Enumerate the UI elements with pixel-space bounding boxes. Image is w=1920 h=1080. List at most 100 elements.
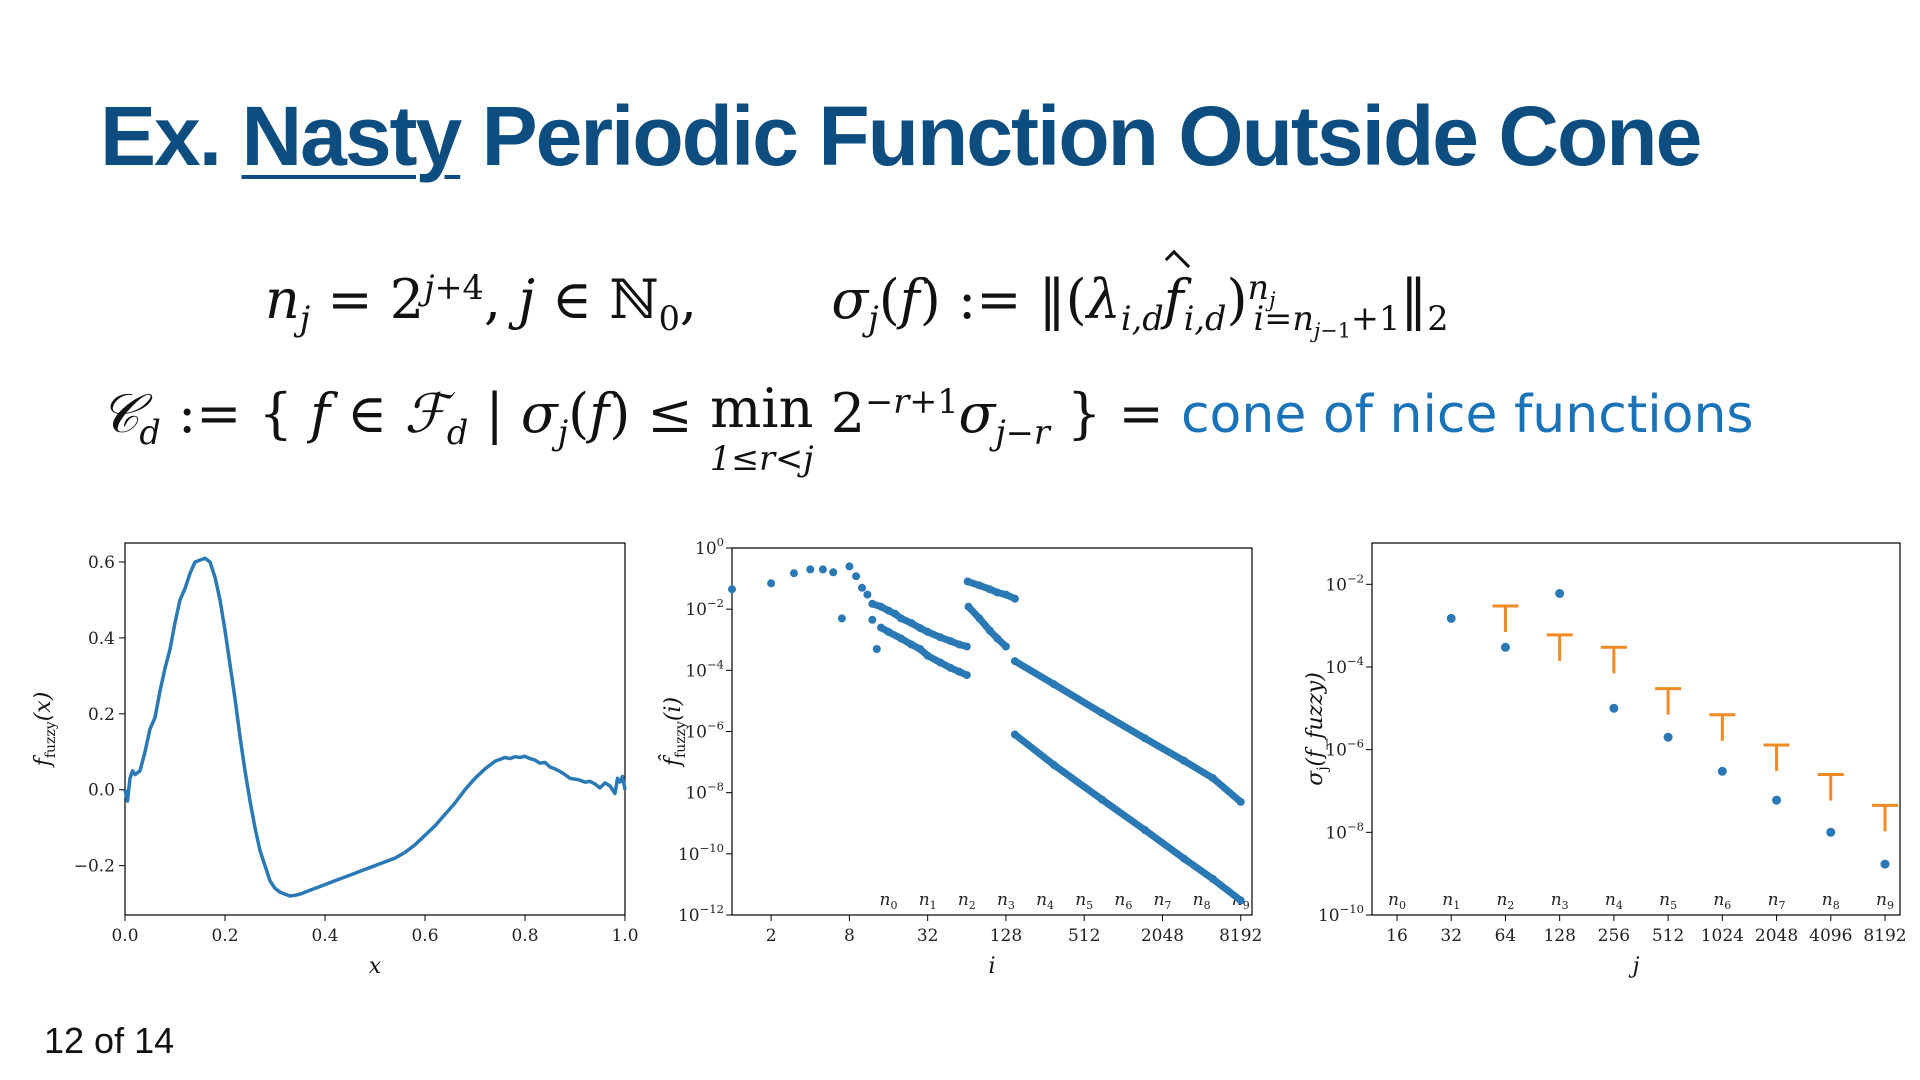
plot3-xtick-label: 1024: [1701, 926, 1744, 946]
plot3-xlabel: j: [1628, 954, 1640, 979]
plot1-xtick-label: 0.6: [411, 926, 438, 946]
plot3-ytick-label: 10−10: [1318, 902, 1364, 926]
plot2-point-band: [955, 641, 971, 650]
plot2-point: [868, 615, 877, 624]
plot1-xtick-label: 0.4: [311, 926, 338, 946]
cone-label: cone of nice functions: [1180, 385, 1754, 445]
plot3-xtick-label: 256: [1598, 926, 1630, 946]
plot1-xtick-label: 0.2: [211, 926, 238, 946]
plot3-xtick-label: 128: [1543, 926, 1575, 946]
plot3-annotation: n3: [1551, 890, 1569, 912]
plot2-point-band: [1209, 774, 1245, 806]
plot3-xtick-label: 64: [1495, 926, 1517, 946]
plot1-ytick-label: 0.2: [88, 705, 115, 725]
plot1-ytick-label: 0.0: [88, 781, 115, 801]
plot-function-svg: 0.0 0.2 0.4 0.6 0.8 1.0 −0.2 0.0 0.2 0.4 0.6 x ffuzz…: [31, 542, 639, 979]
plot-function: 0.0 0.2 0.4 0.6 0.8 1.0 −0.2 0.0 0.2 0.4 0.6 x ffuzz…: [0, 530, 640, 990]
plot3-xtick-label: 8192: [1863, 926, 1906, 946]
plot3-xtick-label: 512: [1652, 926, 1684, 946]
plot2-ytick-label: 10−4: [685, 657, 724, 681]
plot2-annotation: n6: [1114, 890, 1132, 912]
plot2-annotation: n5: [1075, 890, 1093, 912]
plot2-xtick-label: 8: [844, 926, 855, 946]
plot2-ytick-label: 10−2: [685, 596, 724, 620]
plot2-ytick-label: 10−12: [678, 902, 724, 926]
plot3-ytick-label: 10−2: [1325, 571, 1364, 595]
slide-title: Ex. Nasty Periodic Function Outside Cone: [100, 88, 1703, 185]
plot3-point: [1555, 589, 1565, 598]
plot2-point-band: [1002, 591, 1019, 603]
plot3-ytick-label: 10−8: [1325, 819, 1364, 843]
plot2-point-band: [1180, 855, 1217, 883]
plot3-xtick-label: 4096: [1809, 926, 1852, 946]
plot3-ytick-label: 10−4: [1325, 654, 1364, 678]
plot2-point: [863, 590, 872, 599]
plot2-point-band: [1209, 875, 1245, 904]
plot3-annotation: n5: [1659, 890, 1677, 912]
plot2-xtick-label: 128: [990, 926, 1022, 946]
plot2-annotation: n4: [1036, 890, 1054, 912]
plot2-point-band: [1141, 734, 1188, 765]
plot2-ytick-label: 10−10: [678, 841, 724, 865]
plot-sigma: 16 n0 32 n1 64 n2 128 n3 256 n4 512 n5 1024 n6 2048 n7 4…: [1280, 530, 1920, 990]
plot2-point-band: [1141, 826, 1188, 863]
plot3-annotation: n0: [1388, 890, 1406, 912]
plot2-annotation: n7: [1153, 890, 1171, 912]
plot2-ytick-label: 10−6: [685, 719, 724, 743]
formula-nj-definition: nj = 2j+4, j ∈ ℕ0,: [265, 268, 698, 338]
plot2-point-band: [1050, 761, 1106, 803]
formula-sigma-definition: σj(f) := ‖(λi,dfi,d)nji=nj−1+1‖2: [831, 268, 1449, 343]
plot1-frame: [124, 542, 626, 916]
plot2-xtick-label: 512: [1068, 926, 1100, 946]
plot2-xtick-label: 2048: [1141, 926, 1184, 946]
plot2-point: [790, 569, 798, 578]
plot-coefficients: 2 8 32 128 512 2048 8192 100 10−2 10−4 10−6 10−8 10−…: [640, 530, 1280, 990]
plot2-annotation: n2: [958, 890, 976, 912]
plot2-point: [818, 565, 827, 574]
plot2-point: [806, 565, 815, 574]
plot2-point: [767, 579, 776, 588]
plot3-annotation: n2: [1496, 890, 1514, 912]
formula-line-2: 𝒞d := { f ∈ ℱd | σj(f) ≤ min 1≤r<j 2−r+1σ…: [100, 377, 1754, 478]
plot3-point: [1446, 613, 1456, 623]
plot3-point: [1772, 795, 1782, 805]
plot3-point: [1826, 827, 1836, 837]
formula-cone-definition: 𝒞d := { f ∈ ℱd | σj(f) ≤ min 1≤r<j 2−r+1σ…: [100, 377, 1164, 478]
plot3-frame: [1371, 542, 1901, 916]
plot2-point: [858, 583, 866, 592]
plot1-ylabel: ffuzzy(x): [31, 692, 59, 769]
page-number: 12 of 14: [44, 1020, 175, 1061]
title-suffix: Periodic Function Outside Cone: [481, 89, 1703, 183]
title-prefix: Ex.: [100, 89, 222, 183]
plot3-annotation: n1: [1442, 890, 1460, 912]
plot2-point-band: [1098, 796, 1149, 834]
plot3-point: [1880, 859, 1890, 869]
plot2-point: [837, 614, 846, 623]
plot3-ylabel: σj(f_fuzzy): [1303, 672, 1331, 786]
plot3-ytick-label: 10−6: [1325, 737, 1364, 761]
plot1-xtick-label: 0.8: [511, 926, 538, 946]
plot3-xtick-label: 32: [1440, 926, 1462, 946]
plot2-xtick-label: 32: [917, 926, 939, 946]
plot2-annotation: n8: [1193, 890, 1211, 912]
title-underlined-word: Nasty: [241, 89, 462, 183]
plot3-annotation: n8: [1822, 890, 1840, 912]
plot3-annotation: n6: [1713, 890, 1731, 912]
plot2-point: [872, 645, 881, 653]
plot2-ylabel: f̂fuzzy(i): [659, 697, 689, 768]
plot3-point: [1717, 766, 1727, 776]
plot1-ytick-label: −0.2: [74, 857, 115, 877]
plot2-point-band: [1050, 680, 1106, 717]
plot3-point: [1663, 732, 1673, 742]
plot-sigma-svg: 16 n0 32 n1 64 n2 128 n3 256 n4 512 n5 1024 n6 2048 n7 4…: [1303, 542, 1907, 979]
plot2-annotation: n0: [880, 890, 898, 912]
plot-coefficients-svg: 2 8 32 128 512 2048 8192 100 10−2 10−4 10−6 10−8 10−…: [659, 535, 1262, 979]
plot1-series-line: [123, 556, 627, 898]
plot2-ytick-label: 100: [695, 535, 724, 559]
plot1-xtick-label: 0.0: [111, 926, 138, 946]
plot2-xtick-label: 8192: [1219, 926, 1262, 946]
plot3-xtick-label: 16: [1386, 926, 1408, 946]
formula-line-1: nj = 2j+4, j ∈ ℕ0, σj(f) := ‖(λi,dfi,d)n…: [265, 268, 1449, 342]
plot1-ytick-label: 0.6: [88, 553, 115, 573]
plot2-point: [845, 562, 854, 571]
